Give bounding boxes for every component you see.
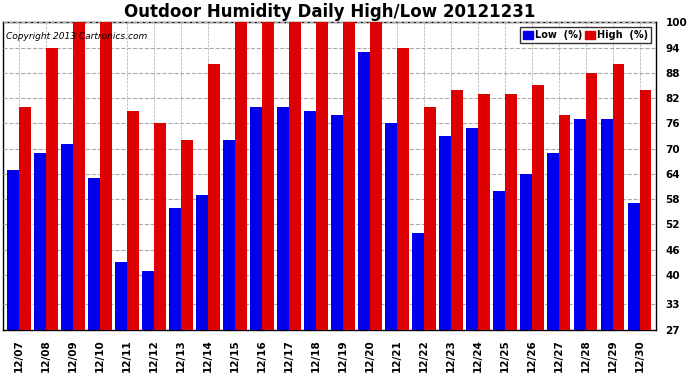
Bar — [46, 48, 58, 330]
Bar — [559, 115, 571, 330]
Bar — [520, 174, 531, 330]
Bar — [169, 207, 181, 330]
Bar — [613, 64, 624, 330]
Bar — [573, 119, 586, 330]
Text: Copyright 2013 Cartronics.com: Copyright 2013 Cartronics.com — [6, 32, 147, 40]
Bar — [262, 22, 274, 330]
Bar — [343, 22, 355, 330]
Bar — [504, 94, 517, 330]
Bar — [34, 153, 46, 330]
Bar — [196, 195, 208, 330]
Title: Outdoor Humidity Daily High/Low 20121231: Outdoor Humidity Daily High/Low 20121231 — [124, 3, 535, 21]
Bar — [601, 119, 613, 330]
Bar — [19, 106, 31, 330]
Bar — [531, 86, 544, 330]
Bar — [628, 203, 640, 330]
Bar — [181, 140, 193, 330]
Bar — [370, 22, 382, 330]
Bar — [142, 271, 154, 330]
Bar — [397, 48, 408, 330]
Bar — [493, 191, 504, 330]
Bar — [289, 22, 301, 330]
Bar — [331, 115, 343, 330]
Bar — [316, 22, 328, 330]
Bar — [61, 144, 73, 330]
Bar — [477, 94, 489, 330]
Bar — [358, 52, 370, 330]
Bar — [208, 64, 219, 330]
Bar — [439, 136, 451, 330]
Bar — [223, 140, 235, 330]
Bar — [250, 106, 262, 330]
Bar — [115, 262, 127, 330]
Bar — [235, 22, 247, 330]
Bar — [127, 111, 139, 330]
Bar — [154, 123, 166, 330]
Bar — [451, 90, 462, 330]
Bar — [385, 123, 397, 330]
Bar — [7, 170, 19, 330]
Bar — [546, 153, 559, 330]
Bar — [100, 22, 112, 330]
Bar — [88, 178, 100, 330]
Bar — [466, 128, 477, 330]
Bar — [640, 90, 651, 330]
Bar — [586, 73, 598, 330]
Bar — [424, 106, 435, 330]
Bar — [304, 111, 316, 330]
Legend: Low  (%), High  (%): Low (%), High (%) — [520, 27, 651, 43]
Bar — [277, 106, 289, 330]
Bar — [73, 22, 85, 330]
Bar — [412, 233, 424, 330]
